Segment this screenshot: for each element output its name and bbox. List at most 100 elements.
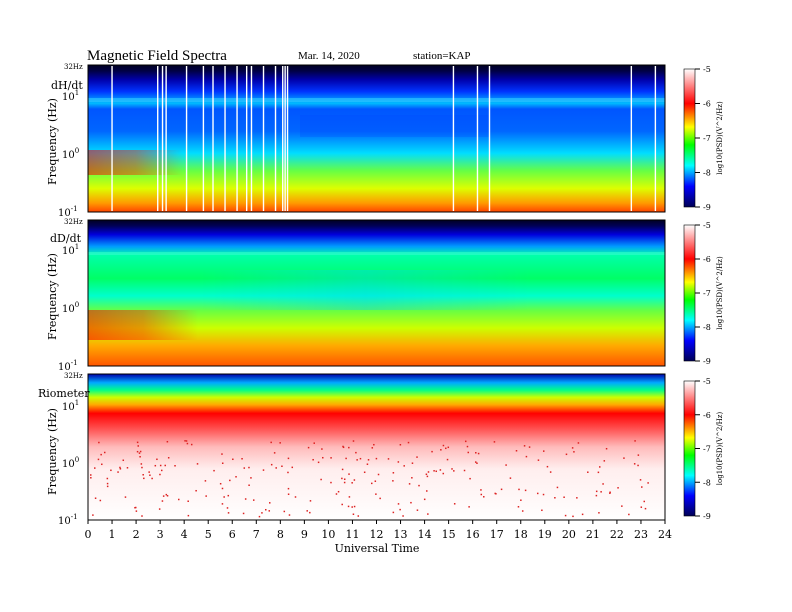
x-tick-label: 24 (658, 528, 672, 541)
riometer-speckle-dot (509, 477, 512, 479)
riometer-speckle-dot (392, 511, 395, 514)
riometer-speckle-dot (248, 484, 250, 486)
riometer-speckle-dot (148, 471, 150, 473)
dddt-line-band (88, 252, 665, 255)
riometer-speckle-dot (279, 442, 281, 444)
riometer-speckle-dot (185, 440, 188, 442)
x-tick-label: 15 (442, 528, 456, 541)
x-tick-label: 21 (586, 528, 600, 541)
colorbar: -5 -6 -7 -8 -9 log10(PSD)(V^2/Hz) (683, 65, 724, 212)
dddt-cool-region (200, 270, 530, 310)
riometer-speckle-dot (564, 514, 567, 517)
riometer-speckle-dot (250, 477, 252, 479)
riometer-speckle-dot (554, 497, 556, 499)
dddt-ylabel: Frequency (Hz) (46, 253, 59, 340)
riometer-speckle-dot (90, 477, 92, 479)
colorbar-tick-label: -9 (703, 512, 711, 521)
riometer-speckle-dot (307, 446, 310, 449)
riometer-speckle-dot (100, 453, 102, 456)
riometer-speckle-dot (453, 503, 456, 505)
riometer-speckle-dot (525, 455, 528, 458)
x-tick-label: 8 (277, 528, 284, 541)
riometer-speckle-dot (523, 445, 526, 447)
riometer-speckle-dot (366, 463, 369, 465)
riometer-speckle-dot (149, 474, 151, 476)
x-tick-label: 0 (85, 528, 92, 541)
riometer-speckle-dot (258, 515, 261, 518)
dhdt-panel-label: dH/dt (51, 79, 83, 92)
riometer-speckle-dot (126, 467, 129, 469)
x-tick-label: 2 (133, 528, 140, 541)
riometer-speckle-dot (262, 469, 265, 471)
colorbar-tick-label: -7 (703, 445, 711, 454)
x-tick-label: 7 (253, 528, 260, 541)
x-tick-label: 23 (634, 528, 648, 541)
riometer-speckle-dot (426, 475, 429, 478)
riometer-speckle-dot (446, 458, 449, 461)
riometer-speckle-dot (306, 510, 308, 512)
panel-dhdt: dH/dt 32Hz 101 100 10-1 Frequency (Hz) (46, 63, 666, 219)
spectrogram-riometer (88, 374, 665, 520)
x-tick-label: 17 (490, 528, 504, 541)
riometer-speckle-dot (348, 496, 351, 498)
riometer-speckle-dot (154, 464, 157, 467)
spectrogram-dhdt (88, 65, 665, 212)
riometer-speckle-dot (639, 479, 642, 481)
riometer-speckle-dot (371, 482, 373, 485)
riometer-speckle-dot (117, 471, 119, 473)
riometer-speckle-dot (232, 458, 234, 461)
riometer-speckle-dot (195, 489, 197, 492)
riometer-speckle-dot (313, 442, 315, 444)
riometer-speckle-dot (353, 479, 356, 481)
riometer-speckle-dot (549, 471, 552, 473)
riometer-speckle-dot (235, 476, 237, 478)
x-tick-label: 5 (205, 528, 212, 541)
riometer-speckle-dot (265, 508, 267, 511)
riometer-speckle-dot (402, 515, 404, 517)
dddt-panel-label: dD/dt (50, 232, 82, 245)
riometer-speckle-dot (309, 500, 312, 502)
dddt-y-axis: 32Hz 101 100 10-1 Frequency (Hz) (46, 218, 83, 373)
riometer-speckle-dot (469, 477, 471, 480)
riometer-speckle-dot (345, 457, 347, 460)
riometer-speckle-dot (141, 515, 143, 517)
riometer-speckle-dot (351, 506, 353, 508)
riometer-speckle-dot (623, 457, 625, 459)
riometer-speckle-dot (440, 449, 442, 451)
riometer-speckle-dot (187, 500, 189, 502)
riometer-speckle-dot (252, 499, 255, 501)
riometer-speckle-dot (106, 482, 109, 485)
x-tick-label: 20 (562, 528, 576, 541)
x-tick-label: 16 (466, 528, 480, 541)
colorbar-gradient (683, 224, 696, 362)
riometer-speckle-dot (609, 492, 611, 495)
colorbars: -5 -6 -7 -8 -9 log10(PSD)(V^2/Hz) -5 -6 -7 -8 -9 lo… (683, 65, 724, 521)
riometer-speckle-dot (403, 465, 405, 467)
colorbar-label: log10(PSD)(V^2/Hz) (716, 101, 724, 175)
riometer-speckle-dot (343, 478, 346, 480)
riometer-speckle-dot (227, 494, 230, 497)
riometer-speckle-dot (637, 454, 640, 456)
dddt-frame (87, 219, 666, 367)
riometer-speckle-dot (644, 507, 647, 510)
riometer-speckle-dot (447, 446, 450, 449)
riometer-speckle-dot (587, 471, 589, 473)
riometer-speckle-dot (416, 456, 418, 458)
riometer-top-label: 32Hz (64, 372, 83, 380)
riometer-speckle-dot (226, 507, 229, 509)
riometer-speckle-dot (572, 515, 574, 518)
riometer-speckle-dot (416, 509, 419, 511)
x-tick-label: 9 (301, 528, 308, 541)
riometer-speckle-dot (341, 468, 344, 471)
dhdt-tick-01: 10-1 (58, 205, 78, 219)
riometer-speckle-dot (268, 510, 271, 512)
x-axis: 0 1 2 3 4 5 6 7 8 9 10 11 12 13 14 15 16 17 18 19 20 21 22 23 24 (85, 520, 672, 541)
riometer-speckle-dot (536, 492, 539, 495)
riometer-speckle-dot (453, 470, 455, 472)
riometer-speckle-dot (99, 499, 102, 502)
riometer-speckle-dot (537, 459, 540, 461)
riometer-speckle-dot (142, 474, 144, 476)
riometer-speckle-dot (119, 468, 122, 470)
riometer-speckle-dot (140, 463, 143, 465)
riometer-speckle-dot (367, 459, 370, 461)
